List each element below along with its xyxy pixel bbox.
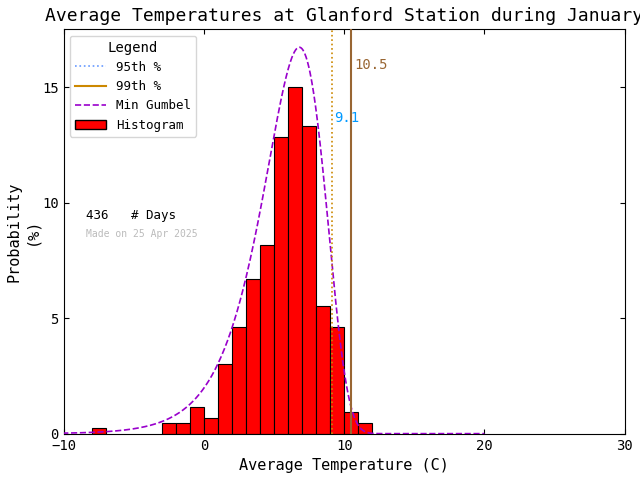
Bar [358, 423, 372, 433]
Bar [316, 306, 330, 433]
Bar [330, 327, 344, 433]
Bar [218, 364, 232, 433]
Bar [302, 126, 316, 433]
Bar [260, 245, 274, 433]
X-axis label: Average Temperature (C): Average Temperature (C) [239, 458, 449, 473]
Bar [232, 327, 246, 433]
Text: 9.1: 9.1 [334, 111, 360, 125]
Title: Average Temperatures at Glanford Station during January: Average Temperatures at Glanford Station… [45, 7, 640, 25]
Bar [176, 423, 190, 433]
Bar [190, 407, 204, 433]
Bar [344, 412, 358, 433]
Bar [204, 418, 218, 433]
Bar [288, 87, 302, 433]
Bar [274, 137, 288, 433]
Text: 436   # Days: 436 # Days [86, 209, 176, 222]
Legend: 95th %, 99th %, Min Gumbel, Histogram: 95th %, 99th %, Min Gumbel, Histogram [70, 36, 196, 136]
Bar [92, 428, 106, 433]
Bar [162, 423, 176, 433]
Text: 10.5: 10.5 [354, 58, 388, 72]
Bar [246, 279, 260, 433]
Text: Made on 25 Apr 2025: Made on 25 Apr 2025 [86, 229, 198, 240]
Y-axis label: Probability
(%): Probability (%) [7, 181, 39, 282]
